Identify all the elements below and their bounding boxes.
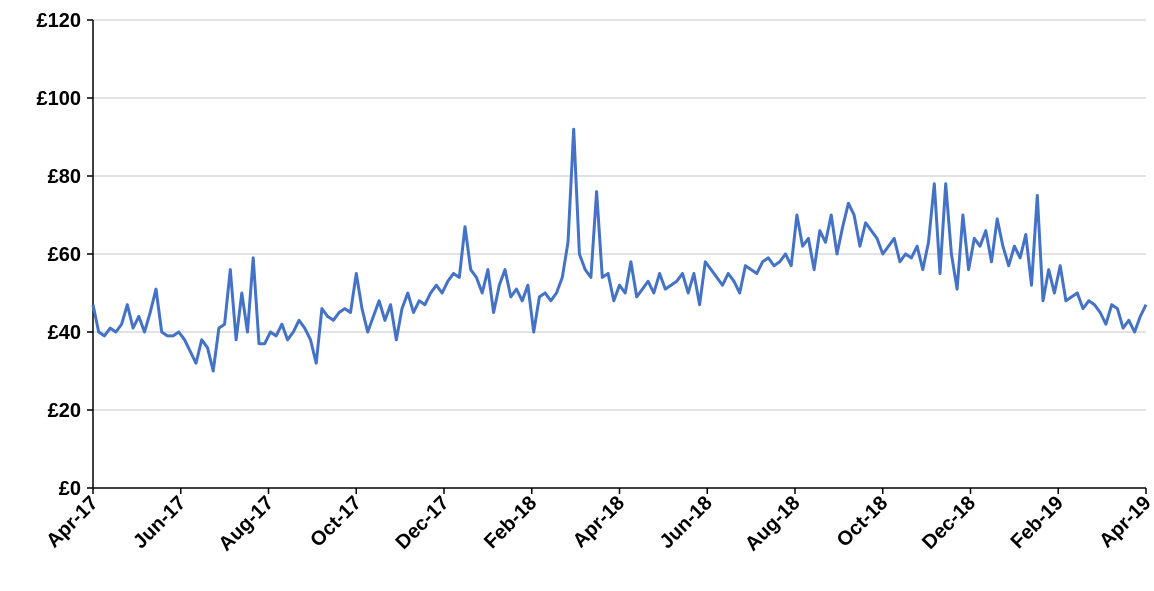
x-tick-label: Aug-17 <box>215 492 278 555</box>
x-tick-label: Apr-17 <box>42 492 102 552</box>
x-tick-label: Feb-19 <box>1007 492 1068 553</box>
x-tick-label: Jun-17 <box>129 492 190 553</box>
y-tick-label: £100 <box>37 88 82 110</box>
x-tick-label: Apr-18 <box>569 492 629 552</box>
x-tick-label: Apr-19 <box>1095 492 1154 552</box>
x-tick-label: Dec-17 <box>392 492 454 554</box>
x-tick-label: Feb-18 <box>480 492 541 553</box>
y-tick-label: £0 <box>59 478 81 500</box>
x-tick-label: Oct-17 <box>306 492 366 552</box>
y-tick-label: £120 <box>37 10 82 32</box>
y-tick-label: £60 <box>48 244 81 266</box>
x-tick-label: Dec-18 <box>918 492 980 554</box>
x-tick-label: Aug-18 <box>741 492 804 555</box>
x-tick-label: Oct-18 <box>833 492 893 552</box>
y-tick-label: £40 <box>48 322 81 344</box>
y-tick-label: £20 <box>48 400 81 422</box>
price-line <box>91 127 1148 373</box>
x-tick-label: Jun-18 <box>656 492 717 553</box>
y-tick-label: £80 <box>48 166 81 188</box>
